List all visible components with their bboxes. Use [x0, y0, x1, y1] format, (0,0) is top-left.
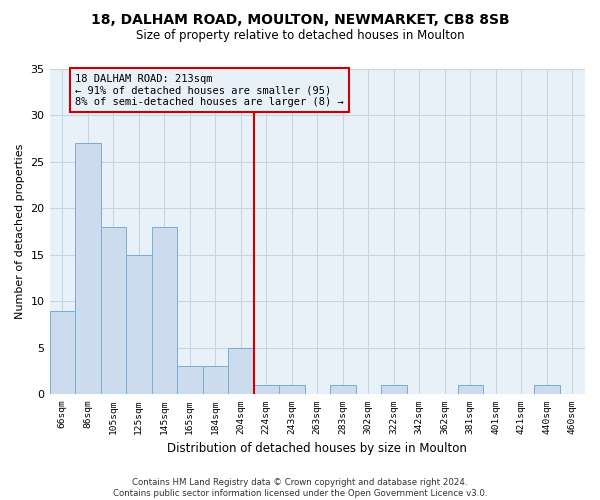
- Bar: [50, 310, 75, 394]
- Bar: [75, 144, 101, 394]
- Bar: [177, 366, 203, 394]
- Bar: [228, 348, 254, 395]
- Bar: [126, 255, 152, 394]
- Bar: [152, 227, 177, 394]
- Bar: [381, 385, 407, 394]
- Bar: [534, 385, 560, 394]
- Text: 18, DALHAM ROAD, MOULTON, NEWMARKET, CB8 8SB: 18, DALHAM ROAD, MOULTON, NEWMARKET, CB8…: [91, 12, 509, 26]
- Bar: [458, 385, 483, 394]
- Text: Size of property relative to detached houses in Moulton: Size of property relative to detached ho…: [136, 29, 464, 42]
- Text: Contains HM Land Registry data © Crown copyright and database right 2024.
Contai: Contains HM Land Registry data © Crown c…: [113, 478, 487, 498]
- Bar: [254, 385, 279, 394]
- Bar: [203, 366, 228, 394]
- Bar: [279, 385, 305, 394]
- Text: 18 DALHAM ROAD: 213sqm
← 91% of detached houses are smaller (95)
8% of semi-deta: 18 DALHAM ROAD: 213sqm ← 91% of detached…: [75, 74, 344, 107]
- X-axis label: Distribution of detached houses by size in Moulton: Distribution of detached houses by size …: [167, 442, 467, 455]
- Y-axis label: Number of detached properties: Number of detached properties: [15, 144, 25, 320]
- Bar: [330, 385, 356, 394]
- Bar: [101, 227, 126, 394]
